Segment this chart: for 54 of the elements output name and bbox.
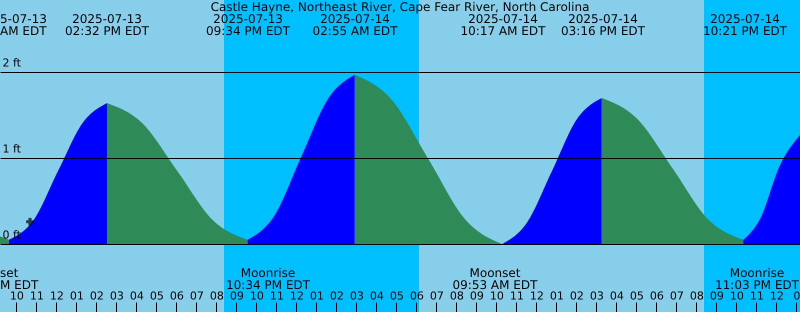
x-tick-label: 12 bbox=[290, 290, 304, 302]
x-tick-label: 02 bbox=[330, 290, 344, 302]
x-tick-label: 08 bbox=[450, 290, 464, 302]
x-tick-label: 12 bbox=[770, 290, 784, 302]
y-tick-label: 0 ft bbox=[2, 228, 22, 242]
x-tick-label: 06 bbox=[170, 290, 184, 302]
x-tick-label: 04 bbox=[610, 290, 624, 302]
x-tick-label: 01 bbox=[550, 290, 564, 302]
x-tick-label: 10 bbox=[490, 290, 504, 302]
annotation: 2025-07-14 02:55 AM EDT bbox=[312, 12, 398, 38]
x-tick-label: 10 bbox=[730, 290, 744, 302]
x-tick-label: 08 bbox=[210, 290, 224, 302]
x-tick-label: 05 bbox=[150, 290, 164, 302]
annotation: 5-07-13 AM EDT bbox=[0, 12, 48, 38]
annotation: 2025-07-13 02:32 PM EDT bbox=[65, 12, 150, 38]
x-tick-label: 03 bbox=[590, 290, 604, 302]
x-tick-label: 11 bbox=[270, 290, 284, 302]
x-tick-label: 05 bbox=[630, 290, 644, 302]
x-tick-label: 09 bbox=[710, 290, 724, 302]
x-tick-label: 09 bbox=[230, 290, 244, 302]
annotation: 2025-07-14 10:21 PM EDT bbox=[703, 12, 788, 38]
x-tick-label: 03 bbox=[350, 290, 364, 302]
x-tick-label: 01 bbox=[70, 290, 84, 302]
annotation: Moonrise 10:34 PM EDT bbox=[226, 266, 311, 292]
annotation: set M EDT bbox=[0, 266, 39, 292]
x-tick-label: 04 bbox=[130, 290, 144, 302]
x-tick-label: 0 bbox=[793, 290, 800, 302]
x-tick-label: 02 bbox=[90, 290, 104, 302]
x-tick-label: 11 bbox=[30, 290, 44, 302]
x-tick-label: 06 bbox=[410, 290, 424, 302]
x-tick-label: 07 bbox=[430, 290, 444, 302]
x-tick-label: 07 bbox=[670, 290, 684, 302]
x-tick-label: 03 bbox=[110, 290, 124, 302]
x-tick-label: 07 bbox=[190, 290, 204, 302]
x-tick-label: 10 bbox=[10, 290, 24, 302]
x-tick-label: 12 bbox=[50, 290, 64, 302]
x-tick-label: 02 bbox=[570, 290, 584, 302]
x-tick-label: 04 bbox=[370, 290, 384, 302]
annotation: 2025-07-14 10:17 AM EDT bbox=[460, 12, 546, 38]
chart-title: Castle Hayne, Northeast River, Cape Fear River, North Carolina bbox=[210, 0, 590, 14]
x-tick-label: 10 bbox=[250, 290, 264, 302]
x-tick-label: 09 bbox=[470, 290, 484, 302]
y-tick-label: 1 ft bbox=[2, 142, 22, 156]
x-tick-label: 11 bbox=[750, 290, 764, 302]
annotation: Moonset 09:53 AM EDT bbox=[452, 266, 538, 292]
y-tick-label: 2 ft bbox=[2, 56, 22, 70]
x-tick-label: 12 bbox=[530, 290, 544, 302]
x-tick-label: 08 bbox=[690, 290, 704, 302]
x-tick-label: 05 bbox=[390, 290, 404, 302]
annotation: 2025-07-14 03:16 PM EDT bbox=[561, 12, 646, 38]
x-tick-label: 06 bbox=[650, 290, 664, 302]
x-tick-label: 01 bbox=[310, 290, 324, 302]
annotation: Moonrise 11:03 PM EDT bbox=[715, 266, 800, 292]
x-tick-label: 11 bbox=[510, 290, 524, 302]
